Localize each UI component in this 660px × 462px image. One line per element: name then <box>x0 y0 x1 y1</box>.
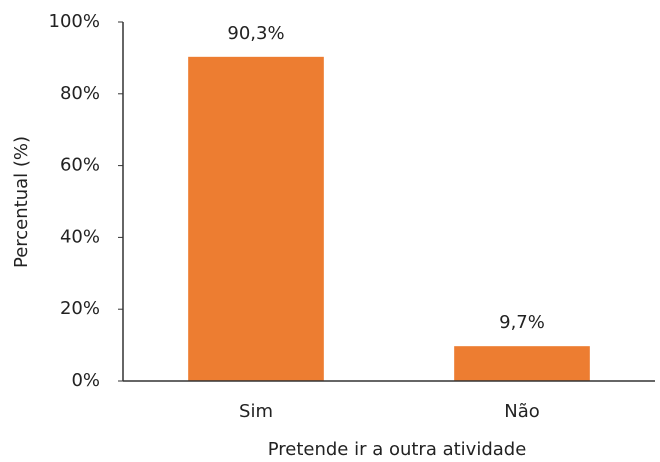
y-tick-label: 100% <box>49 11 100 32</box>
y-tick-label: 80% <box>60 83 100 104</box>
y-axis-label: Percentual (%) <box>11 136 32 268</box>
data-label: 9,7% <box>499 312 545 333</box>
y-tick-label: 40% <box>60 226 100 247</box>
x-axis-label: Pretende ir a outra atividade <box>268 439 527 460</box>
bar <box>454 346 590 381</box>
y-tick-label: 0% <box>71 370 100 391</box>
x-tick-label: Sim <box>239 401 273 422</box>
bar <box>188 56 324 381</box>
data-label: 90,3% <box>227 23 284 44</box>
y-tick-label: 20% <box>60 298 100 319</box>
y-tick-label: 60% <box>60 155 100 176</box>
x-tick-label: Não <box>504 401 540 422</box>
